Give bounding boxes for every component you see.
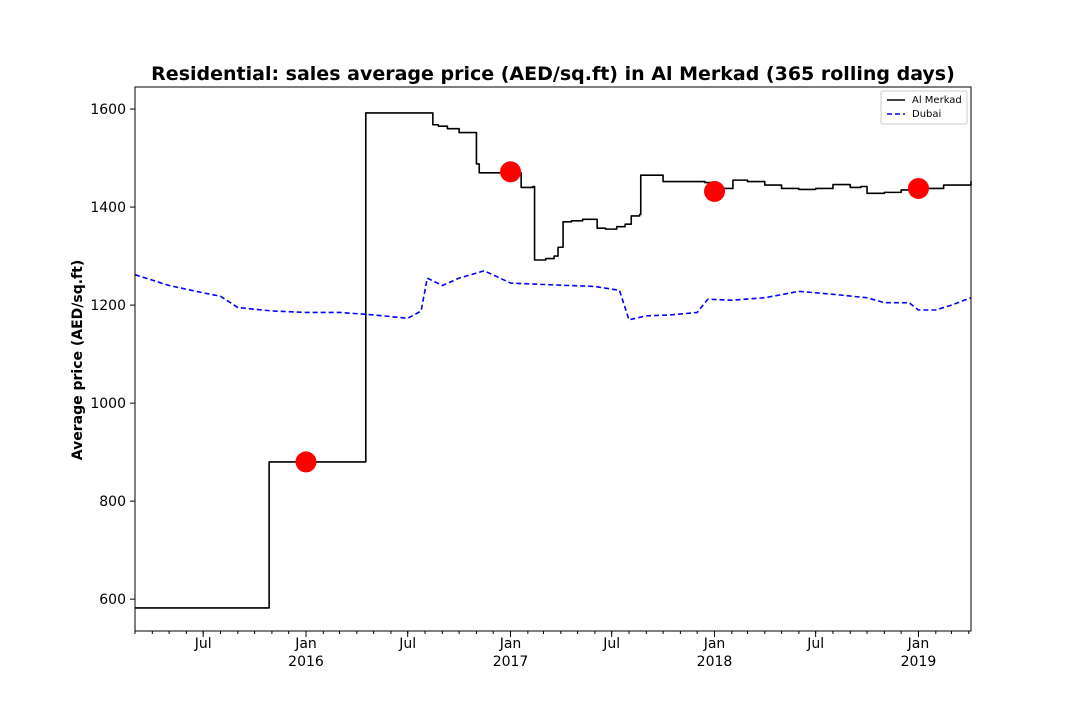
x-tick-year-label: 2018 — [697, 654, 733, 670]
x-tick-label: Jul — [602, 636, 620, 652]
legend-label-dubai: Dubai — [912, 109, 941, 120]
data-marker — [907, 177, 929, 199]
plot-frame — [134, 86, 972, 632]
y-tick-label: 1200 — [90, 298, 126, 314]
y-tick-label: 1400 — [90, 200, 126, 216]
y-tick-label: 800 — [99, 494, 126, 510]
data-marker — [295, 451, 317, 473]
x-tick-label: Jul — [398, 636, 416, 652]
x-tick-year-label: 2017 — [493, 654, 529, 670]
x-tick-label: Jan — [294, 636, 317, 652]
y-tick-label: 1600 — [90, 102, 126, 118]
x-tick-year-label: 2016 — [288, 654, 324, 670]
x-tick-label: Jul — [194, 636, 212, 652]
plot-area: 600 800 1000 1200 1400 1600 Jul Jan 2016 Jul Jan 20… — [90, 102, 972, 670]
series-line-al-merkad — [135, 112, 972, 609]
x-tick-year-label: 2019 — [901, 654, 937, 670]
y-axis-label: Average price (AED/sq.ft) — [70, 260, 86, 460]
x-tick-label: Jan — [703, 636, 726, 652]
chart-title: Residential: sales average price (AED/sq… — [151, 63, 955, 85]
legend: Al Merkad Dubai — [880, 90, 968, 125]
x-tick-label: Jan — [907, 636, 930, 652]
legend-label-al-merkad: Al Merkad — [912, 95, 962, 106]
data-marker — [500, 161, 522, 183]
data-marker — [704, 180, 725, 202]
y-tick-label: 1000 — [90, 396, 126, 412]
x-tick-label: Jul — [806, 636, 824, 652]
series-line-dubai — [134, 269, 972, 321]
x-tick-label: Jan — [499, 636, 522, 652]
y-tick-label: 600 — [99, 592, 126, 608]
